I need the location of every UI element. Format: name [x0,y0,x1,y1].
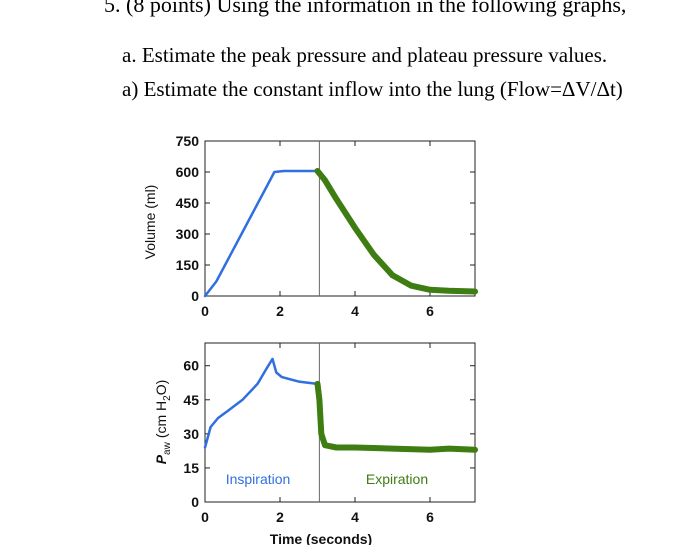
vol-inspiration-line [203,169,319,298]
p-xtick-label: 6 [426,509,434,525]
volume-ticks: 0 150 300 450 600 750 0 2 4 6 [176,133,475,319]
pressure-ticks: 0 15 30 45 60 0 2 4 6 [183,343,475,525]
p-xtick-label: 4 [351,509,359,525]
question-title: 5. (8 points) Using the information in t… [104,0,627,17]
pressure-y-axis-p: P [153,454,169,464]
p-xtick-label: 2 [276,509,284,525]
pressure-chart: 0 15 30 45 60 0 2 4 6 Inspiration Expiration Tim… [153,342,478,545]
vol-ytick-label: 600 [176,164,200,180]
vol-xtick-label: 6 [426,303,434,319]
question-part-b: a) Estimate the constant inflow into the… [122,77,623,101]
p-ytick-label: 60 [183,358,199,374]
volume-chart: 0 150 300 450 600 750 0 2 4 6 Volume (ml) [142,133,478,319]
pressure-y-axis-sub2: 2 [162,395,173,401]
vol-xtick-label: 0 [201,303,209,319]
pressure-y-axis-sub: aw [162,441,173,455]
vol-ytick-label: 450 [176,195,200,211]
pressure-y-axis-unit-end: O) [153,380,169,396]
p-ytick-label: 0 [191,494,199,510]
pressure-y-axis-unit: (cm H [153,401,169,438]
vol-ytick-label: 150 [176,257,200,273]
volume-series [203,168,478,298]
vol-ytick-label: 0 [191,288,199,304]
p-expiration-line [314,380,478,453]
question-part-a: a. Estimate the peak pressure and platea… [122,43,608,67]
p-ytick-label: 45 [183,392,199,408]
vol-xtick-label: 4 [351,303,359,319]
vol-ytick-label: 300 [176,226,200,242]
vol-ytick-label: 750 [176,133,200,149]
pressure-plot-frame [204,342,476,503]
pressure-x-axis-title: Time (seconds) [270,531,372,545]
vol-expiration-line [314,168,478,295]
vol-xtick-label: 2 [276,303,284,319]
volume-plot-frame [204,140,476,297]
inspiration-annotation: Inspiration [226,471,291,487]
volume-y-axis-title: Volume (ml) [142,185,158,260]
p-inspiration-line [203,357,319,449]
p-xtick-label: 0 [201,509,209,525]
expiration-annotation: Expiration [366,471,428,487]
pressure-y-axis-title: Paw (cm H2O) [153,380,173,465]
p-ytick-label: 15 [183,460,199,476]
pressure-series [203,357,478,453]
p-ytick-label: 30 [183,426,199,442]
